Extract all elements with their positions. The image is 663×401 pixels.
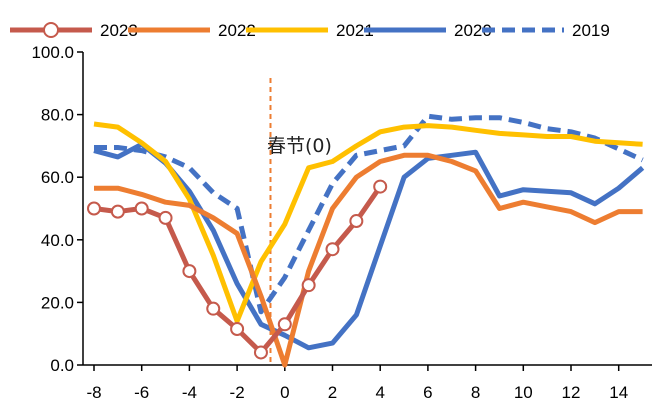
data-point-2023	[253, 345, 268, 360]
legend-item-2019: 2019	[482, 21, 610, 40]
x-tick-label: 12	[562, 383, 581, 401]
y-tick-label: 0.0	[50, 356, 74, 375]
legend-label: 2021	[336, 21, 374, 40]
series-line-2019	[94, 113, 644, 315]
data-point-2023	[325, 242, 340, 257]
y-tick-label: 40.0	[41, 231, 74, 250]
data-point-2023	[158, 210, 173, 225]
x-tick-label: 4	[375, 383, 384, 401]
x-tick-label: -8	[86, 383, 101, 401]
data-point-2023	[110, 204, 125, 219]
legend: 2023 2022 2021 2020 2019	[10, 21, 610, 40]
spring-festival-label: 春节(0)	[267, 135, 332, 157]
y-axis: 0.0 20.0 40.0 60.0 80.0 100.0	[31, 43, 84, 375]
y-tick-label: 80.0	[41, 106, 74, 125]
legend-label: 2023	[100, 21, 138, 40]
data-point-2023	[134, 201, 149, 216]
series-line-2020	[93, 141, 645, 351]
x-tick-label: -2	[230, 383, 245, 401]
x-tick-label: 8	[471, 383, 480, 401]
legend-item-2020: 2020	[364, 21, 492, 40]
legend-marker	[43, 22, 59, 38]
x-tick-label: -4	[182, 383, 197, 401]
legend-label: 2020	[454, 21, 492, 40]
x-tick-label: 0	[280, 383, 289, 401]
series-lines	[87, 113, 645, 368]
data-point-2023	[87, 201, 101, 216]
spring-festival-annotation: 春节(0)	[267, 78, 332, 365]
legend-item-2021: 2021	[246, 21, 374, 40]
data-point-2023	[349, 214, 364, 229]
data-point-2023	[277, 317, 292, 332]
x-tick-label: 14	[609, 383, 628, 401]
legend-label: 2019	[572, 21, 610, 40]
legend-item-2023: 2023	[10, 21, 138, 40]
y-tick-label: 60.0	[41, 168, 74, 187]
legend-item-2022: 2022	[128, 21, 256, 40]
y-tick-label: 20.0	[41, 293, 74, 312]
series-line-2021	[93, 121, 643, 324]
x-axis: -8 -6 -4 -2 0 2 4 6 8 10 12 14	[83, 364, 652, 401]
series-line-2022	[94, 152, 643, 368]
data-point-2023	[206, 301, 221, 316]
data-point-2023	[373, 179, 388, 194]
data-point-2023	[182, 264, 197, 279]
x-tick-label: -6	[134, 383, 149, 401]
x-tick-label: 10	[514, 383, 533, 401]
x-tick-label: 2	[328, 383, 337, 401]
x-tick-label: 6	[423, 383, 432, 401]
data-point-2023	[301, 278, 316, 293]
data-point-2023	[230, 322, 245, 337]
y-tick-label: 100.0	[31, 43, 74, 62]
legend-label: 2022	[218, 21, 256, 40]
